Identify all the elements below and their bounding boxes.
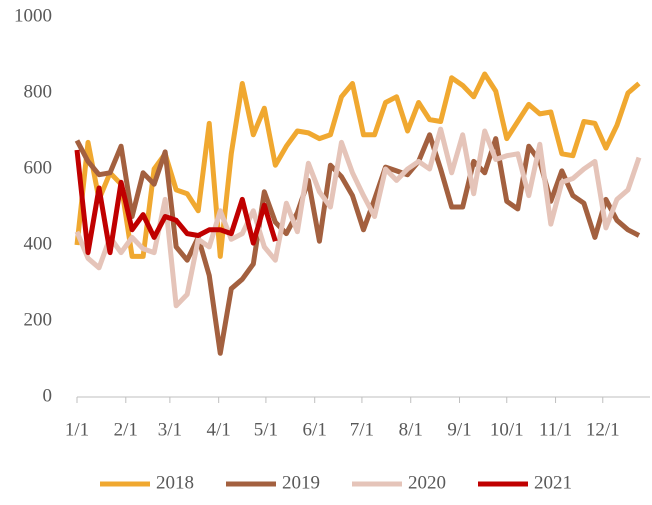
x-tick-label: 7/1 <box>350 419 374 440</box>
x-tick-label: 11/1 <box>539 419 572 440</box>
x-tick-label: 3/1 <box>158 419 182 440</box>
y-tick-label: 600 <box>24 157 53 178</box>
y-tick-label: 200 <box>24 309 53 330</box>
x-tick-label: 8/1 <box>399 419 423 440</box>
x-tick-label: 5/1 <box>254 419 278 440</box>
series-line <box>74 132 641 356</box>
x-tick-label: 4/1 <box>207 419 231 440</box>
y-tick-label: 1000 <box>14 5 52 26</box>
x-tick-label: 12/1 <box>586 419 620 440</box>
y-tick-label: 0 <box>43 385 53 406</box>
x-tick-label: 9/1 <box>447 419 471 440</box>
x-tick-label: 10/1 <box>490 419 524 440</box>
y-tick-label: 800 <box>24 81 53 102</box>
x-tick-label: 6/1 <box>303 419 327 440</box>
legend-label: 2021 <box>534 472 572 493</box>
legend-label: 2020 <box>408 472 446 493</box>
series-line <box>74 126 642 309</box>
x-tick-label: 1/1 <box>65 419 89 440</box>
legend-label: 2018 <box>156 472 194 493</box>
y-tick-label: 400 <box>24 233 53 254</box>
x-tick-label: 2/1 <box>114 419 138 440</box>
series-line <box>74 71 641 259</box>
legend-label: 2019 <box>282 472 320 493</box>
series-line <box>74 149 278 256</box>
